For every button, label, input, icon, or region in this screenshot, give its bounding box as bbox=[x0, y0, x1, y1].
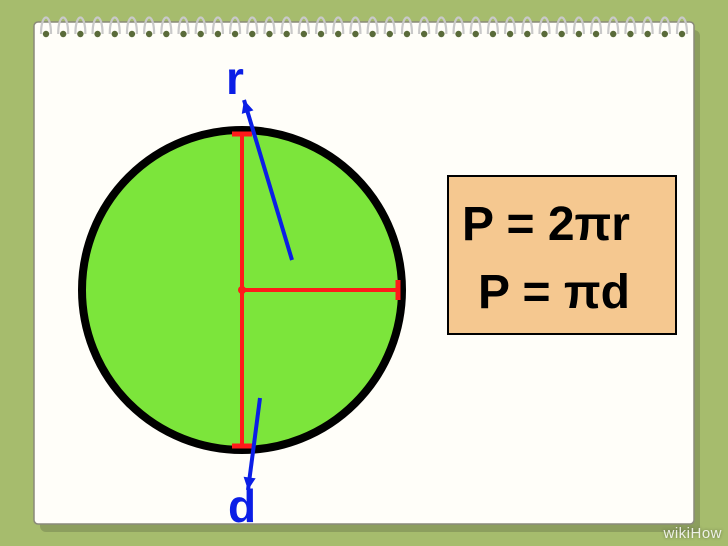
binding-hole bbox=[352, 31, 358, 37]
formula-line-0: P = 2πr bbox=[462, 198, 630, 251]
binding-hole bbox=[404, 31, 410, 37]
binding-hole bbox=[129, 31, 135, 37]
binding-hole bbox=[318, 31, 324, 37]
r-label: r bbox=[226, 52, 244, 104]
binding-hole bbox=[301, 31, 307, 37]
binding-hole bbox=[541, 31, 547, 37]
d-label: d bbox=[228, 480, 256, 532]
binding-hole bbox=[266, 31, 272, 37]
binding-hole bbox=[77, 31, 83, 37]
binding-hole bbox=[524, 31, 530, 37]
binding-hole bbox=[387, 31, 393, 37]
binding-hole bbox=[627, 31, 633, 37]
binding-hole bbox=[455, 31, 461, 37]
binding-hole bbox=[662, 31, 668, 37]
binding-hole bbox=[438, 31, 444, 37]
binding-hole bbox=[507, 31, 513, 37]
binding-hole bbox=[198, 31, 204, 37]
binding-hole bbox=[593, 31, 599, 37]
stage: rdP = 2πrP = πd wikiHow bbox=[0, 0, 728, 546]
binding-hole bbox=[215, 31, 221, 37]
binding-hole bbox=[180, 31, 186, 37]
binding-hole bbox=[576, 31, 582, 37]
binding-hole bbox=[163, 31, 169, 37]
binding-hole bbox=[146, 31, 152, 37]
binding-hole bbox=[490, 31, 496, 37]
binding-hole bbox=[558, 31, 564, 37]
binding-hole bbox=[94, 31, 100, 37]
binding-hole bbox=[249, 31, 255, 37]
binding-hole bbox=[421, 31, 427, 37]
binding-hole bbox=[473, 31, 479, 37]
binding-hole bbox=[679, 31, 685, 37]
formula-line-1: P = πd bbox=[478, 266, 630, 319]
binding-hole bbox=[369, 31, 375, 37]
binding-hole bbox=[43, 31, 49, 37]
binding-hole bbox=[644, 31, 650, 37]
binding-hole bbox=[112, 31, 118, 37]
binding-hole bbox=[610, 31, 616, 37]
binding-hole bbox=[232, 31, 238, 37]
center-dot bbox=[238, 286, 246, 294]
binding-hole bbox=[60, 31, 66, 37]
diagram-svg: r d P = 2πr P = πd bbox=[0, 0, 728, 546]
binding-hole bbox=[283, 31, 289, 37]
binding-hole bbox=[335, 31, 341, 37]
